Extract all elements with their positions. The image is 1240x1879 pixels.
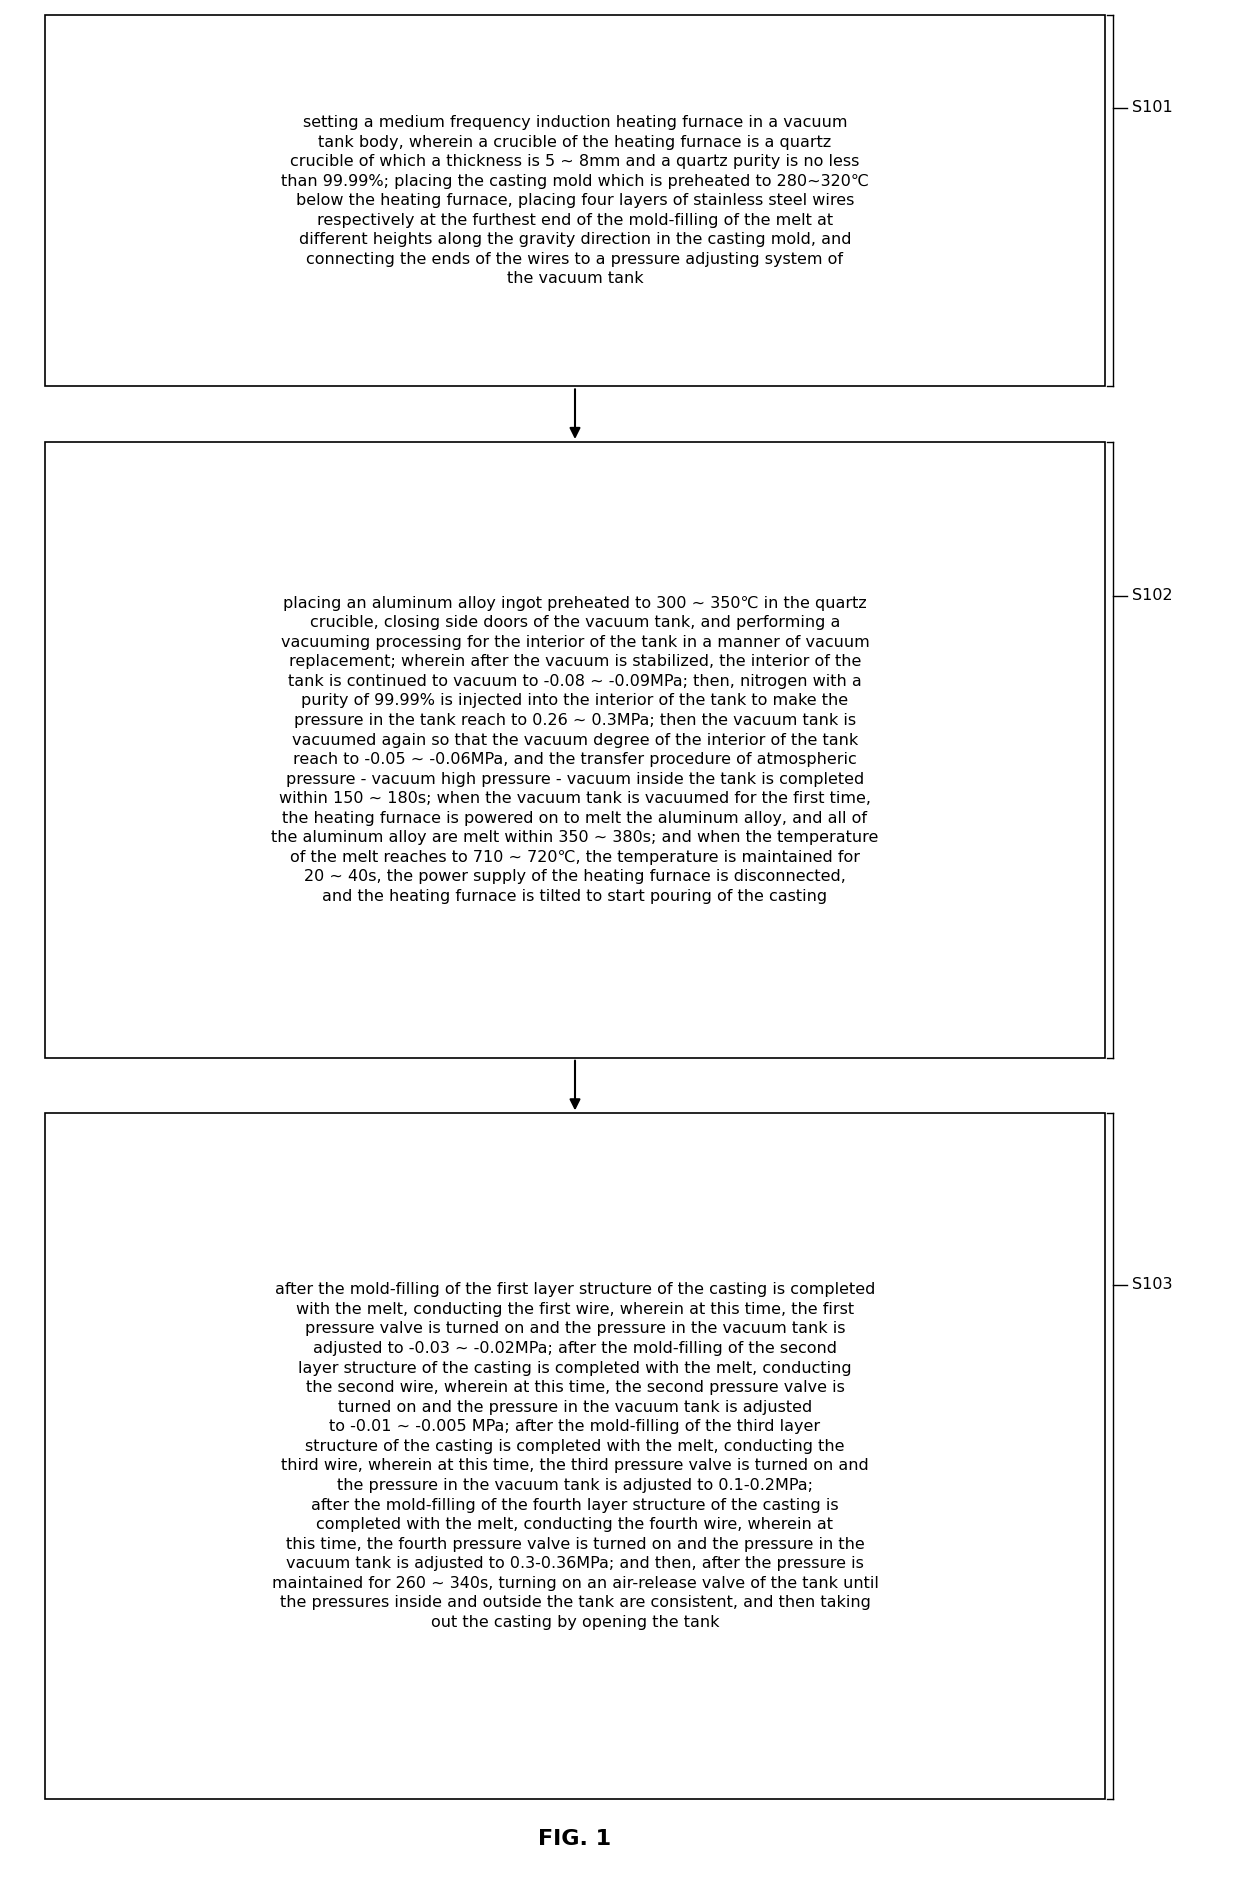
Text: after the mold-filling of the first layer structure of the casting is completed
: after the mold-filling of the first laye…	[272, 1281, 878, 1629]
Text: setting a medium frequency induction heating furnace in a vacuum
tank body, wher: setting a medium frequency induction hea…	[281, 115, 869, 286]
Text: S101: S101	[1132, 100, 1173, 115]
Text: S103: S103	[1132, 1278, 1173, 1293]
Text: S102: S102	[1132, 588, 1173, 603]
Text: placing an aluminum alloy ingot preheated to 300 ~ 350℃ in the quartz
crucible, : placing an aluminum alloy ingot preheate…	[272, 596, 879, 904]
Text: FIG. 1: FIG. 1	[538, 1828, 611, 1849]
